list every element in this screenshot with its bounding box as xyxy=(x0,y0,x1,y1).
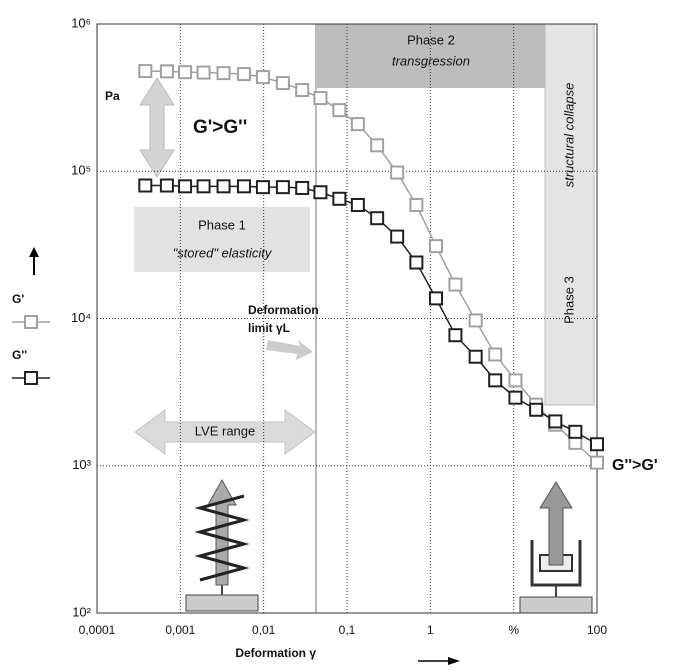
data-point xyxy=(409,197,424,212)
y-tick-label: 10⁴ xyxy=(71,310,91,325)
x-tick-label: 0,001 xyxy=(165,623,195,637)
data-point xyxy=(409,255,424,270)
legend-symbol xyxy=(24,315,38,329)
data-point xyxy=(255,180,270,195)
data-point xyxy=(236,179,251,194)
y-axis-arrow xyxy=(29,247,39,275)
annotation: transgression xyxy=(392,53,470,68)
legend-label: G'' xyxy=(12,348,27,362)
annotation: Phase 3 xyxy=(561,276,576,324)
annotation: LVE range xyxy=(195,423,255,438)
data-point xyxy=(216,66,231,81)
data-point xyxy=(350,117,365,132)
data-point xyxy=(590,455,604,470)
data-point xyxy=(548,414,563,429)
phase-2-box xyxy=(316,24,545,88)
data-point xyxy=(178,179,193,194)
legend-label: G' xyxy=(12,292,24,306)
x-tick-label: 0,1 xyxy=(339,623,356,637)
y-tick-label: 10⁵ xyxy=(71,163,91,178)
data-point xyxy=(590,437,604,452)
phase-3-box xyxy=(544,23,595,406)
data-point xyxy=(468,349,483,364)
y-tick-label: 10² xyxy=(72,604,91,619)
x-tick-label: 0,0001 xyxy=(79,623,116,637)
data-point xyxy=(313,91,328,106)
data-point xyxy=(236,67,251,82)
data-point xyxy=(429,291,444,306)
data-point xyxy=(390,165,405,180)
data-point xyxy=(159,178,174,193)
y-tick-label: 10⁶ xyxy=(71,15,91,30)
data-point xyxy=(448,328,463,343)
x-axis-arrow xyxy=(418,657,460,665)
data-point xyxy=(313,185,328,200)
plot-frame xyxy=(96,23,598,614)
data-point xyxy=(332,103,347,118)
data-point xyxy=(295,180,310,195)
x-tick-label: 1 xyxy=(427,623,434,637)
data-point xyxy=(508,390,523,405)
data-point xyxy=(255,70,270,85)
data-point xyxy=(138,178,153,193)
annotation: "stored" elasticity xyxy=(173,245,273,260)
y-axis-label: Pa xyxy=(105,89,120,103)
x-tick-label: % xyxy=(508,623,519,637)
annotation: Phase 1 xyxy=(198,217,246,232)
data-point xyxy=(448,277,463,292)
data-point xyxy=(488,373,503,388)
data-point xyxy=(508,373,523,388)
annotation: Phase 2 xyxy=(407,32,455,47)
x-tick-label: 100 xyxy=(587,623,607,637)
phase-1-box xyxy=(134,207,310,272)
data-point xyxy=(196,179,211,194)
lve-arrow xyxy=(134,409,316,455)
data-point xyxy=(370,211,385,226)
legend-symbol xyxy=(24,371,38,385)
data-point xyxy=(275,76,290,91)
data-point xyxy=(178,65,193,80)
data-point xyxy=(350,197,365,212)
data-point xyxy=(429,239,444,254)
spring-icon xyxy=(185,478,259,612)
x-axis-label: Deformation γ xyxy=(235,646,316,660)
data-point xyxy=(370,138,385,153)
modulus-gap-arrow xyxy=(139,77,175,178)
annotation: Deformation xyxy=(248,303,319,317)
annotation: G''>G' xyxy=(612,457,658,474)
data-point xyxy=(332,191,347,206)
data-point xyxy=(295,83,310,98)
data-point xyxy=(196,65,211,80)
data-point xyxy=(138,64,153,79)
data-point xyxy=(488,347,503,362)
data-point xyxy=(159,64,174,79)
x-tick-label: 0,01 xyxy=(252,623,276,637)
data-point xyxy=(390,229,405,244)
data-point xyxy=(468,313,483,328)
limit-arrow xyxy=(266,340,313,360)
annotation: limit γL xyxy=(248,321,290,335)
annotation: G'>G'' xyxy=(193,117,247,138)
data-point xyxy=(216,179,231,194)
data-point xyxy=(275,180,290,195)
annotation: structural collapse xyxy=(561,83,576,188)
data-point xyxy=(529,402,544,417)
data-point xyxy=(568,424,583,439)
y-tick-label: 10³ xyxy=(72,457,91,472)
